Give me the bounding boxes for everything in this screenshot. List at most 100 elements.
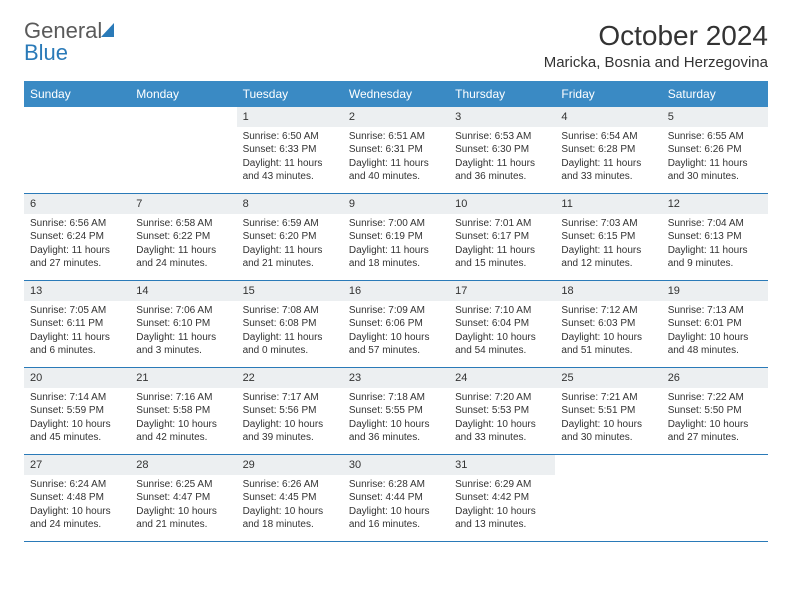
day-number: 10: [449, 194, 555, 214]
weeks-container: 1Sunrise: 6:50 AMSunset: 6:33 PMDaylight…: [24, 107, 768, 542]
day-cell: 21Sunrise: 7:16 AMSunset: 5:58 PMDayligh…: [130, 368, 236, 454]
dayname-row: Sunday Monday Tuesday Wednesday Thursday…: [24, 81, 768, 107]
daylight-text-2: and 6 minutes.: [30, 344, 124, 358]
daylight-text-2: and 21 minutes.: [136, 518, 230, 532]
sunrise-text: Sunrise: 6:50 AM: [243, 130, 337, 144]
sunrise-text: Sunrise: 7:16 AM: [136, 391, 230, 405]
day-body: Sunrise: 6:50 AMSunset: 6:33 PMDaylight:…: [237, 127, 343, 188]
sunrise-text: Sunrise: 7:17 AM: [243, 391, 337, 405]
day-body: Sunrise: 7:17 AMSunset: 5:56 PMDaylight:…: [237, 388, 343, 449]
day-cell: 16Sunrise: 7:09 AMSunset: 6:06 PMDayligh…: [343, 281, 449, 367]
sunset-text: Sunset: 4:48 PM: [30, 491, 124, 505]
sunrise-text: Sunrise: 7:21 AM: [561, 391, 655, 405]
sunrise-text: Sunrise: 6:28 AM: [349, 478, 443, 492]
day-cell: 20Sunrise: 7:14 AMSunset: 5:59 PMDayligh…: [24, 368, 130, 454]
dayname: Sunday: [24, 81, 130, 107]
sunrise-text: Sunrise: 7:09 AM: [349, 304, 443, 318]
sunset-text: Sunset: 5:59 PM: [30, 404, 124, 418]
day-number: 1: [237, 107, 343, 127]
sunset-text: Sunset: 6:30 PM: [455, 143, 549, 157]
daylight-text: Daylight: 11 hours: [30, 244, 124, 258]
sunrise-text: Sunrise: 6:51 AM: [349, 130, 443, 144]
day-cell: 22Sunrise: 7:17 AMSunset: 5:56 PMDayligh…: [237, 368, 343, 454]
sunset-text: Sunset: 5:55 PM: [349, 404, 443, 418]
day-cell: 8Sunrise: 6:59 AMSunset: 6:20 PMDaylight…: [237, 194, 343, 280]
day-cell: 26Sunrise: 7:22 AMSunset: 5:50 PMDayligh…: [662, 368, 768, 454]
daylight-text: Daylight: 10 hours: [561, 331, 655, 345]
daylight-text-2: and 24 minutes.: [136, 257, 230, 271]
sunrise-text: Sunrise: 7:08 AM: [243, 304, 337, 318]
daylight-text: Daylight: 10 hours: [349, 331, 443, 345]
daylight-text-2: and 51 minutes.: [561, 344, 655, 358]
daylight-text-2: and 30 minutes.: [668, 170, 762, 184]
logo-sail-icon: [100, 22, 118, 38]
dayname: Friday: [555, 81, 661, 107]
day-body: Sunrise: 6:29 AMSunset: 4:42 PMDaylight:…: [449, 475, 555, 536]
week-row: 13Sunrise: 7:05 AMSunset: 6:11 PMDayligh…: [24, 281, 768, 368]
dayname: Tuesday: [237, 81, 343, 107]
daylight-text-2: and 12 minutes.: [561, 257, 655, 271]
day-number: 16: [343, 281, 449, 301]
day-body: Sunrise: 7:04 AMSunset: 6:13 PMDaylight:…: [662, 214, 768, 275]
dayname: Thursday: [449, 81, 555, 107]
day-cell: 10Sunrise: 7:01 AMSunset: 6:17 PMDayligh…: [449, 194, 555, 280]
sunrise-text: Sunrise: 7:03 AM: [561, 217, 655, 231]
day-number: 31: [449, 455, 555, 475]
daylight-text-2: and 18 minutes.: [349, 257, 443, 271]
day-cell: 9Sunrise: 7:00 AMSunset: 6:19 PMDaylight…: [343, 194, 449, 280]
day-number: 7: [130, 194, 236, 214]
daylight-text-2: and 33 minutes.: [561, 170, 655, 184]
day-cell: [662, 455, 768, 541]
day-cell: 7Sunrise: 6:58 AMSunset: 6:22 PMDaylight…: [130, 194, 236, 280]
daylight-text: Daylight: 11 hours: [349, 244, 443, 258]
daylight-text-2: and 3 minutes.: [136, 344, 230, 358]
logo: General Blue: [24, 20, 118, 64]
day-number: 14: [130, 281, 236, 301]
daylight-text: Daylight: 10 hours: [455, 331, 549, 345]
daylight-text-2: and 36 minutes.: [349, 431, 443, 445]
day-cell: 18Sunrise: 7:12 AMSunset: 6:03 PMDayligh…: [555, 281, 661, 367]
daylight-text-2: and 48 minutes.: [668, 344, 762, 358]
sunrise-text: Sunrise: 6:58 AM: [136, 217, 230, 231]
daylight-text: Daylight: 11 hours: [30, 331, 124, 345]
day-cell: [24, 107, 130, 193]
sunrise-text: Sunrise: 6:53 AM: [455, 130, 549, 144]
sunset-text: Sunset: 6:04 PM: [455, 317, 549, 331]
daylight-text: Daylight: 11 hours: [243, 157, 337, 171]
sunrise-text: Sunrise: 7:06 AM: [136, 304, 230, 318]
day-number: 15: [237, 281, 343, 301]
day-body: Sunrise: 7:03 AMSunset: 6:15 PMDaylight:…: [555, 214, 661, 275]
daylight-text-2: and 57 minutes.: [349, 344, 443, 358]
sunset-text: Sunset: 6:15 PM: [561, 230, 655, 244]
sunrise-text: Sunrise: 6:54 AM: [561, 130, 655, 144]
sunrise-text: Sunrise: 6:55 AM: [668, 130, 762, 144]
month-title: October 2024: [544, 20, 768, 52]
sunset-text: Sunset: 6:08 PM: [243, 317, 337, 331]
dayname: Saturday: [662, 81, 768, 107]
dayname: Monday: [130, 81, 236, 107]
sunset-text: Sunset: 5:53 PM: [455, 404, 549, 418]
day-cell: [130, 107, 236, 193]
sunset-text: Sunset: 6:24 PM: [30, 230, 124, 244]
day-number: 22: [237, 368, 343, 388]
day-number: 12: [662, 194, 768, 214]
daylight-text-2: and 15 minutes.: [455, 257, 549, 271]
day-body: Sunrise: 7:06 AMSunset: 6:10 PMDaylight:…: [130, 301, 236, 362]
title-block: October 2024 Maricka, Bosnia and Herzego…: [544, 20, 768, 71]
day-number: 8: [237, 194, 343, 214]
day-body: Sunrise: 7:16 AMSunset: 5:58 PMDaylight:…: [130, 388, 236, 449]
day-cell: 3Sunrise: 6:53 AMSunset: 6:30 PMDaylight…: [449, 107, 555, 193]
day-body: Sunrise: 7:22 AMSunset: 5:50 PMDaylight:…: [662, 388, 768, 449]
day-body: Sunrise: 6:24 AMSunset: 4:48 PMDaylight:…: [24, 475, 130, 536]
day-cell: 4Sunrise: 6:54 AMSunset: 6:28 PMDaylight…: [555, 107, 661, 193]
daylight-text-2: and 40 minutes.: [349, 170, 443, 184]
day-body: Sunrise: 7:08 AMSunset: 6:08 PMDaylight:…: [237, 301, 343, 362]
daylight-text: Daylight: 10 hours: [136, 418, 230, 432]
day-number: 2: [343, 107, 449, 127]
daylight-text: Daylight: 11 hours: [561, 157, 655, 171]
sunrise-text: Sunrise: 7:10 AM: [455, 304, 549, 318]
sunrise-text: Sunrise: 6:56 AM: [30, 217, 124, 231]
daylight-text: Daylight: 11 hours: [243, 244, 337, 258]
daylight-text: Daylight: 11 hours: [243, 331, 337, 345]
day-body: Sunrise: 6:54 AMSunset: 6:28 PMDaylight:…: [555, 127, 661, 188]
